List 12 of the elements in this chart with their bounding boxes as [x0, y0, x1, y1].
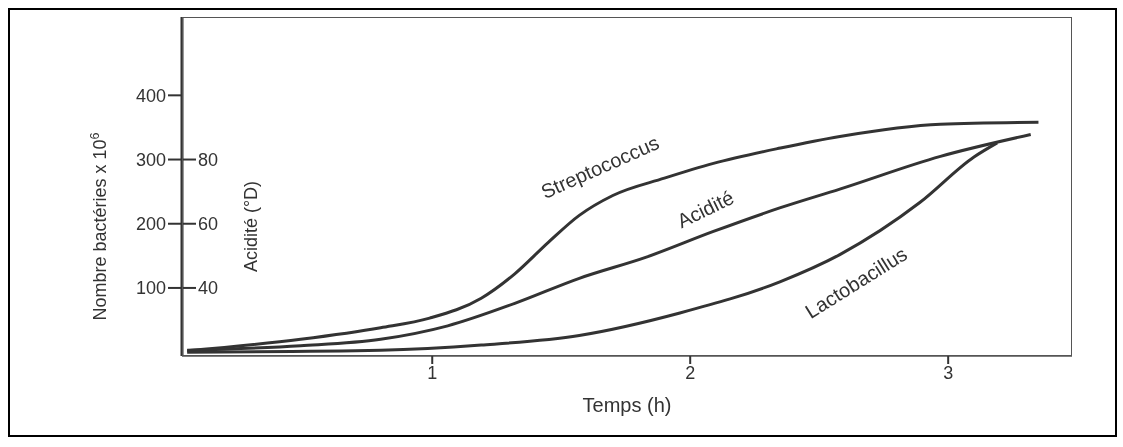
x-tick-label: 2: [685, 362, 696, 383]
y-tick-label: 400: [135, 85, 166, 106]
y2-tick-label: 80: [198, 149, 219, 170]
x-axis-title: Temps (h): [582, 394, 672, 416]
x-tick-label: 1: [427, 362, 438, 383]
x-tick-label: 3: [943, 362, 954, 383]
y2-axis-title: Acidité (°D): [241, 180, 261, 273]
y2-tick-label: 40: [198, 278, 219, 299]
y-tick-label: 100: [135, 278, 166, 299]
y-tick-label: 300: [135, 149, 166, 170]
y2-tick-label: 60: [198, 214, 219, 235]
y-tick-label: 200: [135, 214, 166, 235]
